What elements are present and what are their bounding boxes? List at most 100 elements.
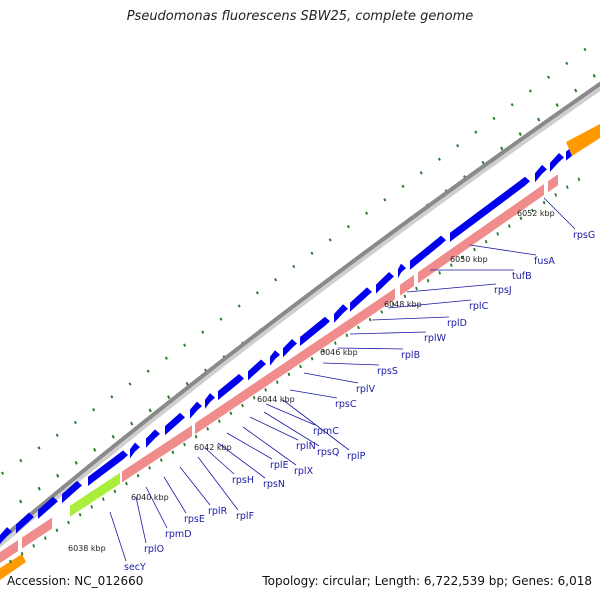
gene-leader-line (349, 331, 427, 335)
inner-tick (136, 473, 140, 478)
outer-tick (92, 408, 96, 412)
gene-leader-line (197, 456, 239, 511)
inner-tick (461, 255, 465, 260)
gene-label: rpsN (263, 479, 285, 490)
inner-tick (55, 528, 59, 533)
forward-gene-track (0, 124, 600, 544)
gene-leader-line (226, 432, 273, 460)
inner-tick (565, 185, 569, 189)
inner-tick (310, 356, 314, 361)
reverse-gene-block (195, 288, 395, 435)
inner-tick (241, 403, 244, 408)
outer-tick (37, 446, 41, 450)
forward-gene-block (300, 316, 330, 346)
orange-gene-block (566, 124, 600, 156)
reverse-gene-block (400, 275, 414, 296)
inner-tick (113, 489, 117, 494)
backbone-shadow (0, 82, 600, 548)
outer-tick (547, 75, 551, 79)
inner-tick (275, 380, 279, 384)
forward-gene-block (130, 442, 140, 459)
inner-tick (519, 216, 523, 221)
outer-tick (565, 61, 569, 66)
inner-tick (78, 512, 82, 517)
inner-tick (252, 395, 256, 400)
inner-tick (449, 263, 453, 267)
inner-tick (287, 372, 291, 377)
forward-gene-block (62, 480, 82, 504)
inner-tick (345, 333, 349, 338)
outer-tick (237, 304, 241, 308)
gene-leader-line (135, 496, 147, 544)
inner-tick-row (9, 177, 581, 564)
gene-label: rplW (424, 333, 447, 344)
outer-tick (128, 382, 132, 386)
gene-leader-line (265, 403, 316, 426)
inner-tick (299, 364, 302, 369)
gene-label: rplD (447, 318, 467, 329)
forward-gene-block (248, 359, 266, 381)
highlighted-gene-block (70, 472, 120, 517)
gene-label: rplO (144, 544, 164, 555)
inner-tick (171, 450, 175, 455)
gene-leader-line (303, 372, 359, 384)
gene-label: rpsJ (494, 285, 512, 296)
gene-leader-line (145, 486, 168, 529)
gene-label: rplR (208, 506, 228, 517)
forward-gene-block (146, 429, 160, 448)
forward-gene-block (398, 263, 406, 279)
reverse-gene-block (0, 540, 18, 563)
outer-tick (1, 471, 5, 475)
outer-tick (383, 198, 387, 202)
middle-tick (111, 434, 115, 439)
gene-leader-line (179, 466, 211, 506)
outer-tick (55, 433, 59, 437)
kbp-label: 6048 kbp (384, 300, 422, 309)
inner-tick (9, 559, 12, 564)
forward-gene-block (165, 412, 185, 436)
inner-tick (438, 271, 442, 275)
outer-tick (528, 89, 532, 93)
middle-tick (500, 146, 504, 151)
gene-leader-line (371, 316, 450, 321)
gene-leader-line (249, 416, 299, 441)
middle-tick (56, 473, 60, 478)
kbp-label: 6040 kbp (131, 493, 169, 502)
middle-tick (537, 117, 541, 122)
middle-tick (130, 421, 134, 426)
forward-gene-block (0, 527, 12, 544)
reverse-gene-block (548, 174, 558, 193)
middle-tick (74, 460, 78, 465)
inner-tick (217, 419, 221, 423)
inner-tick (43, 536, 47, 540)
middle-tick (555, 103, 559, 107)
gene-label: fusA (534, 256, 555, 267)
gene-label: rpsC (335, 399, 357, 410)
gene-leader-line (263, 411, 320, 447)
outer-tick (328, 238, 332, 242)
inner-tick (101, 497, 105, 501)
inner-tick (368, 317, 372, 322)
accession-label: Accession: NC_012660 (7, 574, 144, 588)
gene-label: secY (124, 562, 146, 573)
inner-tick (159, 458, 163, 462)
gene-leader-line (204, 447, 235, 475)
gene-leader-line (163, 476, 187, 514)
forward-gene-block (283, 338, 297, 358)
forward-gene-block (38, 496, 58, 519)
inner-tick (484, 239, 488, 244)
outer-tick (346, 224, 350, 229)
inner-tick (194, 434, 198, 439)
kbp-label: 6052 kbp (517, 209, 555, 218)
gene-leader-line (217, 442, 266, 479)
forward-gene-block (270, 350, 280, 366)
outer-tick (219, 317, 223, 321)
gene-label: rpmD (165, 529, 192, 540)
reverse-gene-block (418, 184, 544, 284)
reverse-gene-block (22, 517, 52, 549)
forward-gene-block (205, 393, 215, 409)
gene-label: rplV (356, 384, 376, 395)
middle-tick (148, 408, 152, 413)
